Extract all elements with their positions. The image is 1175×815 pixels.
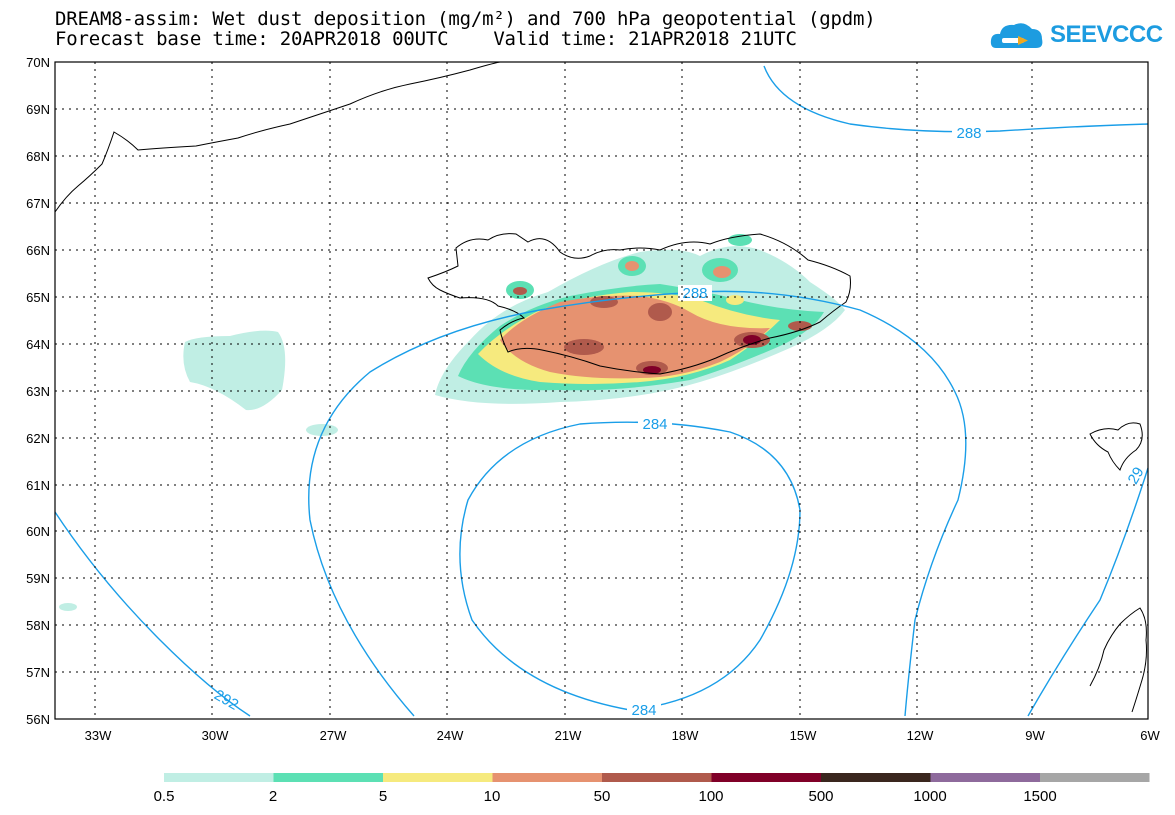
contour-292-west <box>54 511 251 717</box>
latitude-labels: 70N 69N 68N 67N 66N 65N 64N 63N 62N 61N … <box>26 55 50 727</box>
legend-swatch-1 <box>273 773 383 782</box>
lon-label-27w: 27W <box>320 728 347 743</box>
legend-label-7: 1000 <box>913 788 946 805</box>
map-title-line-1: DREAM8-assim: Wet dust deposition (mg/m²… <box>55 8 876 30</box>
lat-label-69n: 69N <box>26 102 50 117</box>
map-frame <box>54 61 1149 720</box>
map-title-line-2: Forecast base time: 20APR2018 00UTC Vali… <box>55 28 797 50</box>
legend-label-1: 2 <box>269 788 277 805</box>
lat-label-58n: 58N <box>26 618 50 633</box>
lon-label-24w: 24W <box>437 728 464 743</box>
lon-label-9w: 9W <box>1025 728 1045 743</box>
lat-label-64n: 64N <box>26 337 50 352</box>
lat-label-65n: 65N <box>26 290 50 305</box>
contour-label-288-north: 288 <box>956 125 981 142</box>
legend-label-4: 50 <box>594 788 611 805</box>
longitude-labels: 33W 30W 27W 24W 21W 18W 15W 12W 9W 6W <box>85 728 1161 743</box>
dust-deposition-shading <box>59 234 845 611</box>
contour-label-292-east: 29 <box>1125 464 1148 487</box>
lon-label-21w: 21W <box>555 728 582 743</box>
legend-colorbar <box>164 773 1150 782</box>
legend-swatch-7 <box>930 773 1040 782</box>
contour-label-284-top: 284 <box>642 416 667 433</box>
greenland-coastline <box>54 61 501 213</box>
lon-label-6w: 6W <box>1140 728 1160 743</box>
logo-text: SEEVCCC <box>1050 21 1163 48</box>
scotland-coastline <box>1089 607 1147 713</box>
legend-label-8: 1500 <box>1023 788 1056 805</box>
lat-label-59n: 59N <box>26 571 50 586</box>
lon-label-15w: 15W <box>790 728 817 743</box>
legend-swatch-3 <box>492 773 602 782</box>
legend-swatch-6 <box>821 773 931 782</box>
map-gridlines <box>55 62 1148 719</box>
legend-label-5: 100 <box>698 788 723 805</box>
lat-label-57n: 57N <box>26 665 50 680</box>
lat-label-60n: 60N <box>26 524 50 539</box>
contour-label-288-iceland: 288 <box>682 285 707 302</box>
lon-label-33w: 33W <box>85 728 112 743</box>
contour-292-east <box>1027 467 1149 717</box>
legend-swatch-0 <box>164 773 274 782</box>
legend-swatch-8 <box>1040 773 1150 782</box>
legend-label-0: 0.5 <box>154 788 175 805</box>
lat-label-56n: 56N <box>26 712 50 727</box>
lon-label-18w: 18W <box>672 728 699 743</box>
legend-swatch-4 <box>602 773 712 782</box>
faroe-coastline <box>1089 422 1143 471</box>
legend-swatch-5 <box>711 773 821 782</box>
lat-label-62n: 62N <box>26 431 50 446</box>
lon-label-30w: 30W <box>202 728 229 743</box>
lat-label-61n: 61N <box>26 478 50 493</box>
legend-labels: 0.5 2 5 10 50 100 500 1000 1500 <box>154 788 1057 805</box>
contour-288-north <box>763 65 1149 133</box>
lon-label-12w: 12W <box>907 728 934 743</box>
coastlines <box>54 61 1147 713</box>
legend-label-6: 500 <box>808 788 833 805</box>
lat-label-63n: 63N <box>26 384 50 399</box>
contour-label-284-bottom: 284 <box>631 702 656 719</box>
lat-label-68n: 68N <box>26 149 50 164</box>
iceland-coastline <box>427 233 851 375</box>
legend-label-2: 5 <box>379 788 387 805</box>
legend-label-3: 10 <box>484 788 501 805</box>
contour-284 <box>459 421 801 711</box>
seevccc-logo-cloud-icon <box>990 23 1043 48</box>
lat-label-70n: 70N <box>26 55 50 70</box>
legend-swatch-2 <box>383 773 493 782</box>
lat-label-67n: 67N <box>26 196 50 211</box>
lat-label-66n: 66N <box>26 243 50 258</box>
